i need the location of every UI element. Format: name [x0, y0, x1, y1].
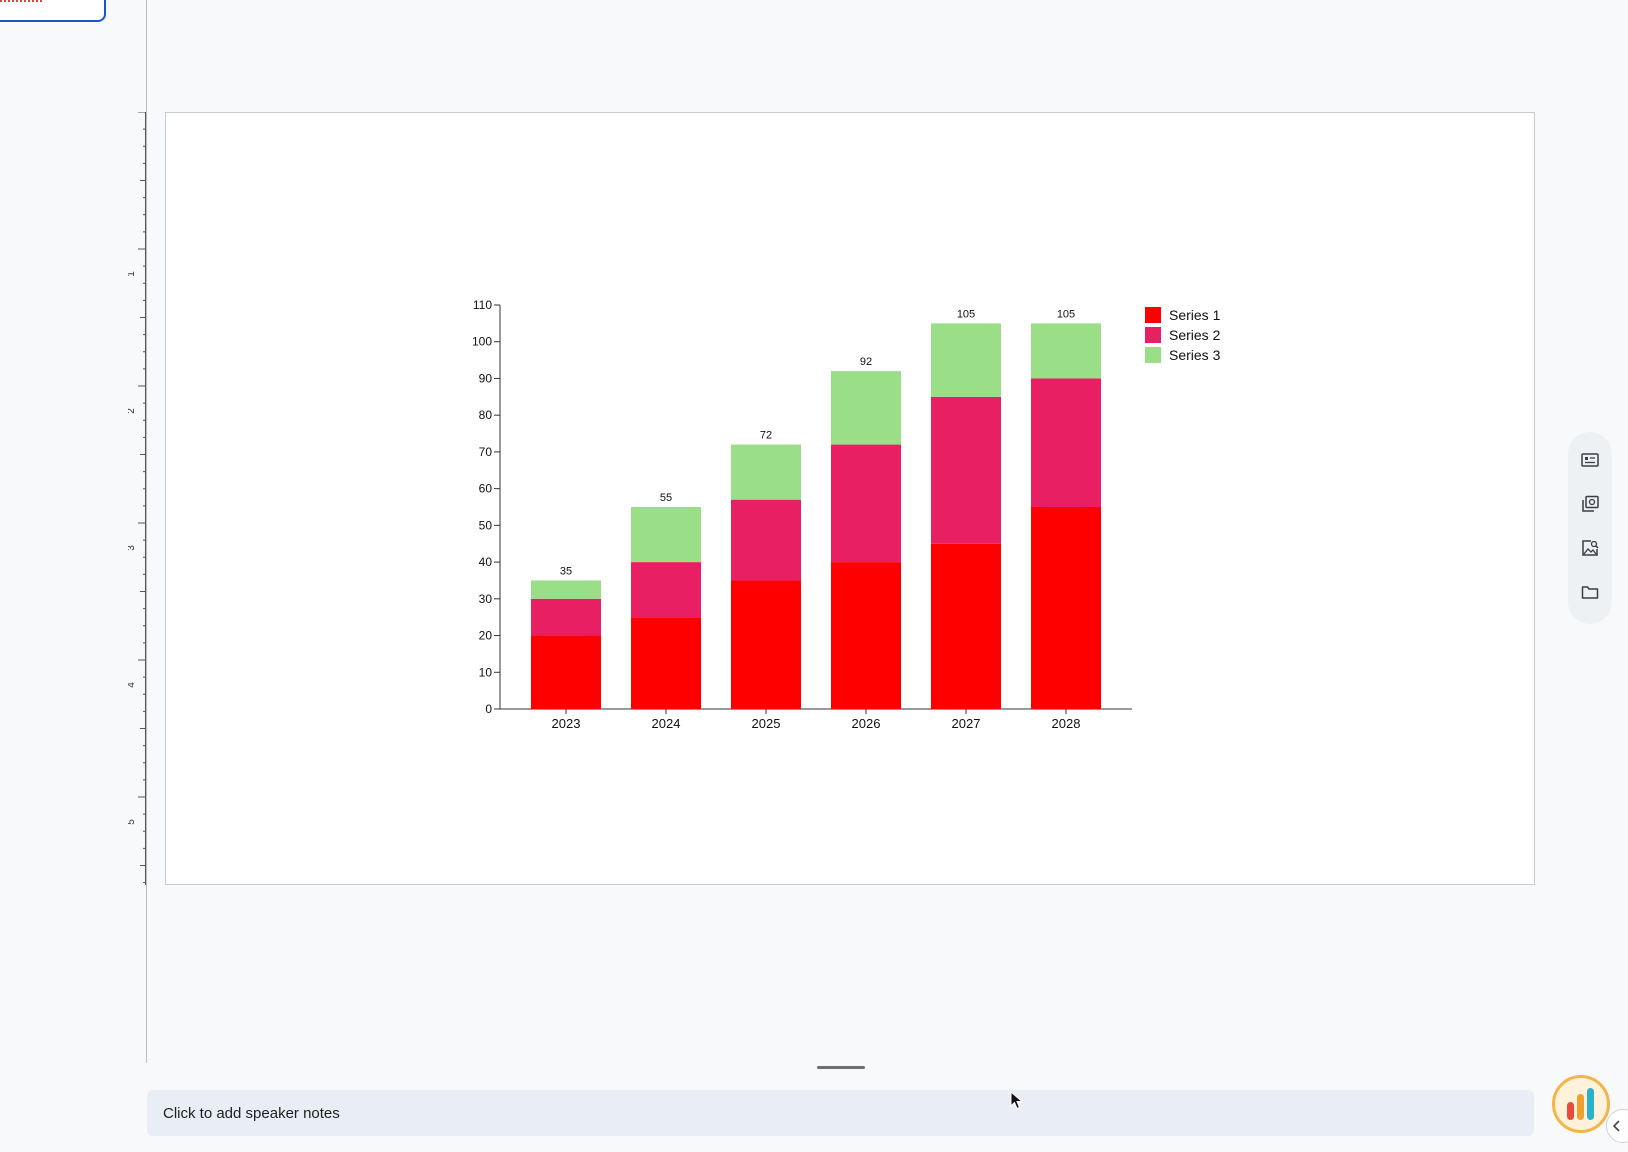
ruler-label: 2 — [128, 408, 137, 414]
format-panel-icon — [1581, 453, 1599, 467]
x-tick-label: 2023 — [552, 716, 581, 731]
bar-segment[interactable] — [1031, 323, 1101, 379]
bar-segment[interactable] — [531, 598, 601, 636]
stacked-bar-chart[interactable]: 0 10 20 30 40 50 60 70 80 90 100 110 35 2023 55 2024 72 2… — [166, 113, 1534, 884]
bar-segment[interactable] — [531, 580, 601, 599]
slide-canvas[interactable]: 0 10 20 30 40 50 60 70 80 90 100 110 35 2023 55 2024 72 2… — [165, 112, 1535, 885]
side-toolbar — [1568, 432, 1612, 624]
vertical-ruler: 1 2 3 4 5 — [128, 112, 146, 885]
bar-total-label: 55 — [660, 492, 672, 504]
mouse-cursor-icon — [1010, 1091, 1024, 1110]
bar-chart-logo-icon — [1567, 1088, 1594, 1120]
image-search-icon — [1582, 540, 1599, 556]
bar-segment[interactable] — [731, 580, 801, 709]
legend-swatch — [1145, 347, 1161, 363]
legend-label: Series 1 — [1169, 307, 1221, 323]
app-assistant-button[interactable] — [1552, 1075, 1610, 1133]
legend-swatch — [1145, 327, 1161, 343]
bar-segment[interactable] — [631, 562, 701, 618]
bar-segment[interactable] — [931, 396, 1001, 544]
bar-segment[interactable] — [1031, 507, 1101, 709]
bar-segment[interactable] — [631, 507, 701, 563]
bar-segment[interactable] — [931, 543, 1001, 709]
bar-segment[interactable] — [831, 562, 901, 709]
x-tick-label: 2028 — [1052, 716, 1081, 731]
y-tick-label: 10 — [479, 665, 493, 679]
chevron-left-icon — [1612, 1120, 1620, 1132]
folder-icon — [1581, 586, 1599, 599]
bar-total-label: 92 — [860, 356, 872, 368]
bar-segment[interactable] — [631, 617, 701, 709]
x-tick-label: 2025 — [752, 716, 781, 731]
ruler-label: 3 — [128, 545, 137, 551]
bar-segment[interactable] — [531, 635, 601, 709]
image-search-button[interactable] — [1576, 534, 1604, 562]
y-tick-label: 90 — [479, 371, 493, 385]
ruler-label: 1 — [128, 271, 137, 277]
legend-swatch — [1145, 307, 1161, 323]
speaker-notes-placeholder: Click to add speaker notes — [163, 1104, 340, 1122]
x-tick-label: 2027 — [952, 716, 981, 731]
bar-total-label: 35 — [560, 565, 572, 577]
bar-total-label: 72 — [760, 430, 772, 442]
y-tick-label: 110 — [473, 298, 492, 312]
panel-divider[interactable] — [146, 0, 147, 1063]
ruler-label: 5 — [128, 819, 137, 825]
y-tick-label: 100 — [472, 335, 492, 349]
y-tick-label: 40 — [479, 555, 493, 569]
folder-button[interactable] — [1576, 578, 1604, 606]
legend-label: Series 2 — [1169, 327, 1221, 343]
thumbnail-content — [0, 0, 42, 2]
slides-panel-icon — [1582, 495, 1599, 512]
bar-segment[interactable] — [1031, 378, 1101, 507]
bar-total-label: 105 — [957, 308, 975, 320]
bar-segment[interactable] — [931, 323, 1001, 397]
format-panel-button[interactable] — [1576, 446, 1604, 474]
y-tick-label: 60 — [479, 482, 493, 496]
bar-segment[interactable] — [831, 444, 901, 563]
y-tick-label: 0 — [485, 702, 492, 716]
notes-resize-handle[interactable] — [817, 1066, 865, 1069]
bar-segment[interactable] — [731, 499, 801, 581]
y-tick-label: 50 — [479, 518, 493, 532]
slide-thumbnail-selected[interactable] — [0, 0, 106, 22]
y-tick-label: 70 — [479, 445, 493, 459]
speaker-notes-field[interactable]: Click to add speaker notes — [147, 1090, 1534, 1136]
slides-panel-button[interactable] — [1576, 490, 1604, 518]
y-tick-label: 30 — [479, 592, 493, 606]
x-tick-label: 2026 — [852, 716, 881, 731]
ruler-label: 4 — [128, 682, 137, 688]
bar-segment[interactable] — [831, 371, 901, 445]
y-tick-label: 80 — [479, 408, 493, 422]
legend-label: Series 3 — [1169, 347, 1221, 363]
bar-segment[interactable] — [731, 444, 801, 500]
bar-total-label: 105 — [1057, 308, 1075, 320]
collapse-panel-button[interactable] — [1606, 1109, 1628, 1143]
y-tick-label: 20 — [479, 629, 493, 643]
x-tick-label: 2024 — [652, 716, 681, 731]
